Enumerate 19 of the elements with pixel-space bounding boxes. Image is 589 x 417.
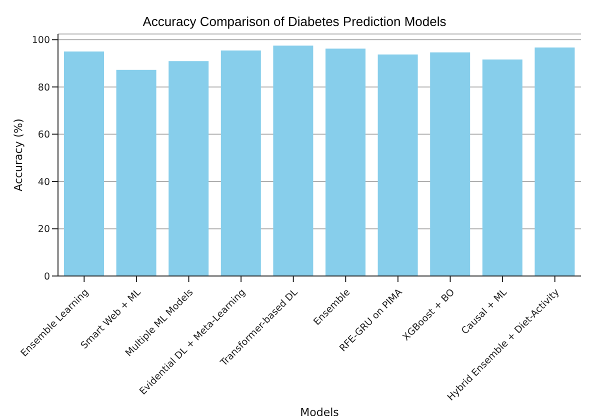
y-tick-label: 80	[38, 82, 50, 94]
bar	[482, 60, 522, 276]
bar	[534, 47, 575, 276]
bar	[64, 51, 104, 276]
bar	[326, 48, 366, 276]
y-tick-label: 60	[38, 130, 50, 141]
bar	[430, 52, 470, 276]
y-tick-label: 0	[44, 271, 50, 282]
chart-title: Accuracy Comparison of Diabetes Prediction Models	[142, 14, 448, 29]
bar	[116, 70, 156, 276]
y-tick-label: 100	[32, 35, 50, 46]
bar	[273, 46, 314, 276]
bar	[378, 54, 418, 276]
y-axis-title: Accuracy (%)	[12, 118, 25, 192]
y-tick-label: 20	[38, 224, 50, 236]
y-tick-label: 40	[38, 176, 50, 188]
bar	[168, 61, 209, 276]
bar	[220, 50, 261, 276]
x-axis-title: Models	[300, 406, 340, 417]
